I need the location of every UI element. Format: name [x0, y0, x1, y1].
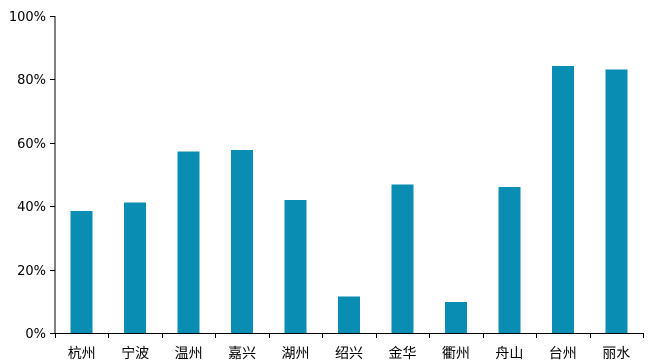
bar-6 [391, 184, 414, 333]
bar-10 [605, 69, 628, 334]
x-tick-label: 湖州 [282, 346, 310, 362]
x-tick-label: 嘉兴 [228, 346, 256, 362]
bar-9 [551, 65, 574, 334]
bar-4 [284, 200, 307, 333]
bar-3 [231, 149, 254, 333]
x-tick-label: 台州 [549, 346, 577, 362]
x-tick-label: 绍兴 [335, 346, 363, 362]
x-axis: 杭州 宁波 温州 嘉兴 湖州 绍兴 金华 衢州 舟山 台州 丽水 [55, 333, 644, 362]
y-tick-label: 60% [17, 137, 46, 152]
bar-7 [444, 301, 467, 333]
x-tick-label: 衢州 [442, 345, 470, 362]
bar-5 [338, 296, 360, 333]
bar-2 [177, 151, 200, 333]
x-tick-label: 温州 [175, 346, 203, 362]
x-tick-label: 宁波 [121, 345, 149, 362]
bar-0 [70, 211, 93, 333]
x-tick-label: 金华 [389, 346, 417, 362]
bar-1 [124, 202, 147, 333]
x-tick-label: 舟山 [495, 346, 523, 362]
x-tick-label: 杭州 [68, 346, 96, 362]
y-tick-label: 0% [25, 327, 46, 342]
y-tick-label: 100% [9, 10, 46, 25]
y-tick-label: 20% [17, 264, 46, 279]
bars [70, 65, 628, 334]
x-tick-label: 丽水 [602, 346, 630, 362]
bar-8 [498, 187, 521, 333]
y-axis: 0% 20% 40% 60% 80% 100% [9, 10, 56, 342]
y-tick-label: 80% [17, 73, 46, 88]
y-tick-label: 40% [17, 200, 46, 215]
